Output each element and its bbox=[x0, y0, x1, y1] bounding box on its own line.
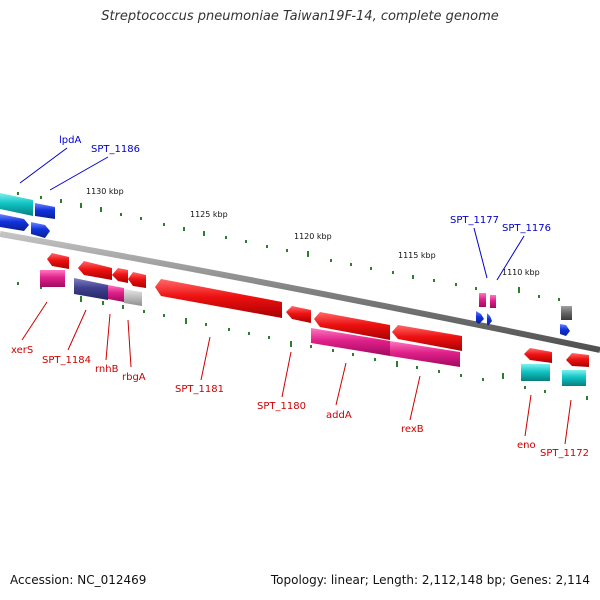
scale-label-1125: 1125 kbp bbox=[190, 210, 228, 219]
gene-SPT-1186-lower[interactable] bbox=[31, 222, 50, 238]
scale-label-1110: 1110 kbp bbox=[502, 268, 540, 277]
gene-small-grey[interactable] bbox=[561, 306, 572, 320]
gene-xerS[interactable] bbox=[47, 253, 69, 269]
label-SPT-1186: SPT_1186 bbox=[91, 144, 140, 155]
forward-genes bbox=[0, 193, 572, 336]
label-xerS: xerS bbox=[11, 345, 33, 356]
label-SPT-1176: SPT_1176 bbox=[502, 223, 551, 234]
label-SPT-1172: SPT_1172 bbox=[540, 448, 589, 459]
scale-ticks-outer bbox=[17, 192, 560, 301]
gene-SPT-1172[interactable] bbox=[566, 353, 589, 367]
label-rnhB: rnhB bbox=[95, 364, 119, 375]
genome-summary-text: Topology: linear; Length: 2,112,148 bp; … bbox=[270, 573, 590, 587]
scale-label-1115: 1115 kbp bbox=[398, 251, 436, 260]
gene-eno-product[interactable] bbox=[521, 364, 550, 381]
scale-label-1130: 1130 kbp bbox=[86, 187, 124, 196]
gene-xerS-product[interactable] bbox=[40, 270, 65, 287]
gene-lpdA-lower[interactable] bbox=[0, 214, 29, 231]
scale-ticks-inner bbox=[17, 282, 588, 400]
label-rexB: rexB bbox=[401, 424, 424, 435]
gene-rexB[interactable] bbox=[392, 325, 462, 351]
genome-backbone bbox=[0, 231, 600, 353]
gene-SPT-1172-product[interactable] bbox=[562, 370, 586, 386]
gene-SPT-1184[interactable] bbox=[78, 261, 112, 280]
reverse-leader-lines bbox=[21, 301, 572, 445]
gene-SPT-1177[interactable] bbox=[479, 293, 486, 307]
gene-small-blue[interactable] bbox=[560, 324, 570, 336]
label-SPT-1181: SPT_1181 bbox=[175, 384, 224, 395]
reverse-genes bbox=[40, 253, 589, 386]
scale-label-1120: 1120 kbp bbox=[294, 232, 332, 241]
page-title: Streptococcus pneumoniae Taiwan19F-14, c… bbox=[101, 9, 499, 24]
gene-rnhB[interactable] bbox=[112, 268, 128, 283]
label-eno: eno bbox=[517, 440, 536, 451]
label-SPT-1177: SPT_1177 bbox=[450, 215, 499, 226]
label-SPT-1184: SPT_1184 bbox=[42, 355, 91, 366]
label-rbgA: rbgA bbox=[122, 372, 146, 383]
accession-text: Accession: NC_012469 bbox=[10, 573, 147, 587]
gene-SPT-1186[interactable] bbox=[35, 203, 55, 219]
gene-rbgA[interactable] bbox=[128, 272, 146, 288]
gene-rexB-product[interactable] bbox=[390, 341, 460, 367]
gene-addA-product[interactable] bbox=[311, 328, 390, 356]
gene-SPT-1176-arrow[interactable] bbox=[487, 313, 492, 326]
label-addA: addA bbox=[326, 410, 352, 421]
gene-lpdA[interactable] bbox=[0, 193, 33, 216]
label-lpdA: lpdA bbox=[59, 135, 81, 146]
gene-SPT-1177-arrow[interactable] bbox=[476, 311, 484, 324]
label-SPT-1180: SPT_1180 bbox=[257, 401, 306, 412]
gene-rbgA-product[interactable] bbox=[124, 289, 142, 306]
forward-leader-lines bbox=[19, 147, 525, 281]
gene-eno[interactable] bbox=[524, 348, 552, 363]
gene-rnhB-product[interactable] bbox=[108, 285, 124, 302]
gene-SPT-1180[interactable] bbox=[286, 306, 311, 323]
gene-SPT-1184-product[interactable] bbox=[74, 278, 108, 300]
gene-addA[interactable] bbox=[314, 312, 390, 340]
gene-SPT-1181[interactable] bbox=[155, 279, 282, 318]
gene-SPT-1176[interactable] bbox=[490, 295, 496, 308]
